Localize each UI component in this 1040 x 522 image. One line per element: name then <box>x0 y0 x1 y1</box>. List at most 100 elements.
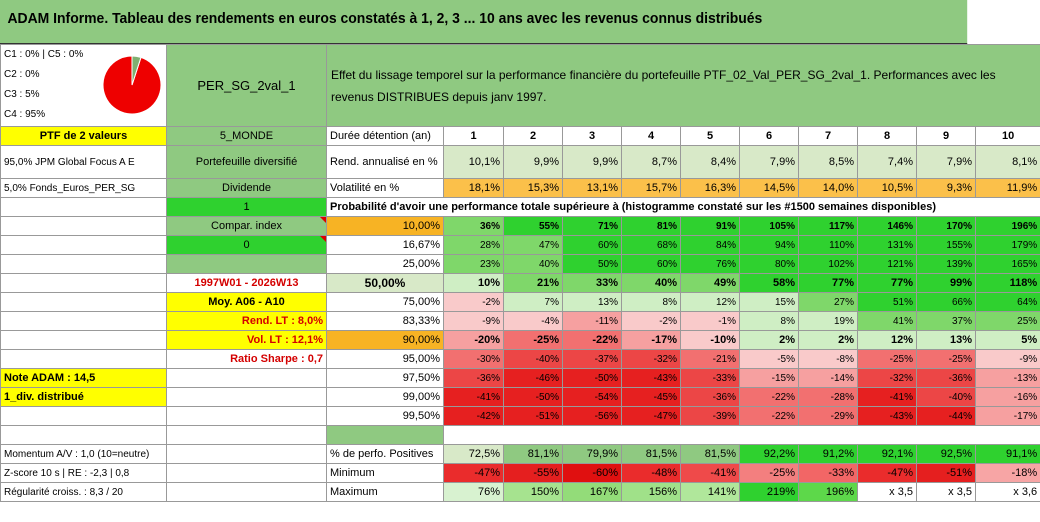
note: Note ADAM : 14,5 <box>0 368 167 388</box>
prob-cell: -29% <box>798 406 858 426</box>
prob-cell: 51% <box>857 292 917 312</box>
prob-cell: -30% <box>443 349 504 369</box>
compar-label: Compar. index <box>166 216 327 236</box>
regularite: Régularité croiss. : 8,3 / 20 <box>0 482 167 502</box>
minimum-cell: -60% <box>562 463 622 483</box>
prob-cell: 12% <box>857 330 917 350</box>
vol-cell: 14,0% <box>798 178 858 198</box>
prob-cell: 13% <box>562 292 622 312</box>
prob-cell: -54% <box>562 387 622 407</box>
positive-cell: 81,1% <box>503 444 563 464</box>
maximum-header: Maximum <box>326 482 444 502</box>
prob-cell: -46% <box>503 368 563 388</box>
vol-cell: 9,3% <box>916 178 976 198</box>
prob-level: 95,00% <box>326 349 444 369</box>
prob-cell: -32% <box>857 368 917 388</box>
prob-cell: 27% <box>798 292 858 312</box>
prob-cell: 155% <box>916 235 976 255</box>
legend-item: C2 : 0% <box>4 69 40 80</box>
rend-cell: 8,7% <box>621 145 681 179</box>
legend-item: C1 : 0% | C5 : 0% <box>4 49 84 60</box>
prob-cell: -13% <box>974 368 1040 388</box>
prob-cell: 40% <box>503 254 563 274</box>
minimum-cell: -25% <box>739 463 799 483</box>
prob-cell: -11% <box>562 311 622 331</box>
prob-level: 99,50% <box>326 406 444 426</box>
prob-cell: -40% <box>503 349 563 369</box>
portfolio-name: PER_SG_2val_1 <box>166 44 327 127</box>
prob-cell: 50% <box>562 254 622 274</box>
prob-cell: -25% <box>503 330 563 350</box>
ptf-label: PTF de 2 valeurs <box>0 126 167 146</box>
dividend-value[interactable]: 1 <box>166 197 327 217</box>
minimum-cell: -51% <box>916 463 976 483</box>
prob-cell: -32% <box>621 349 681 369</box>
prob-cell: -47% <box>621 406 681 426</box>
prob-cell: 37% <box>916 311 976 331</box>
prob-cell: -22% <box>739 406 799 426</box>
prob-cell: -22% <box>562 330 622 350</box>
prob-cell: 66% <box>916 292 976 312</box>
legend-item: C3 : 5% <box>4 89 40 100</box>
prob-cell: 80% <box>739 254 799 274</box>
prob-level: 10,00% <box>326 216 444 236</box>
prob-cell: -1% <box>680 311 740 331</box>
year-header: 6 <box>739 126 799 146</box>
pie-slice-c4 <box>102 55 162 115</box>
minimum-cell: -41% <box>680 463 740 483</box>
prob-cell: -4% <box>503 311 563 331</box>
prob-cell: -14% <box>798 368 858 388</box>
minimum-header: Minimum <box>326 463 444 483</box>
description: Effet du lissage temporel sur la perform… <box>325 44 1040 127</box>
prob-cell: -36% <box>680 387 740 407</box>
prob-cell: 77% <box>857 273 917 293</box>
maximum-cell: x 3,5 <box>916 482 976 502</box>
report-title: ADAM Informe. Tableau des rendements en … <box>0 0 968 44</box>
positive-cell: 81,5% <box>621 444 681 464</box>
prob-cell: -33% <box>680 368 740 388</box>
prob-cell: -37% <box>562 349 622 369</box>
prob-cell: 25% <box>974 311 1040 331</box>
year-header: 9 <box>916 126 976 146</box>
prob-cell: 165% <box>974 254 1040 274</box>
rend-cell: 7,9% <box>739 145 799 179</box>
prob-cell: -9% <box>443 311 504 331</box>
prob-level: 99,00% <box>326 387 444 407</box>
prob-cell: -36% <box>443 368 504 388</box>
maximum-cell: 76% <box>443 482 504 502</box>
legend-item: C4 : 95% <box>4 109 46 120</box>
vol-header: Volatilité en % <box>326 178 444 198</box>
minimum-cell: -47% <box>857 463 917 483</box>
prob-cell: -17% <box>974 406 1040 426</box>
prob-cell: -2% <box>443 292 504 312</box>
prob-cell: 99% <box>916 273 976 293</box>
prob-cell: 33% <box>562 273 622 293</box>
prob-cell: -44% <box>916 406 976 426</box>
prob-cell: -16% <box>974 387 1040 407</box>
compar-value: 0 <box>166 235 327 255</box>
prob-cell: 49% <box>680 273 740 293</box>
prob-cell: 60% <box>562 235 622 255</box>
prob-cell: -51% <box>503 406 563 426</box>
positive-cell: 79,9% <box>562 444 622 464</box>
vol-lt: Vol. LT : 12,1% <box>166 330 327 350</box>
vol-cell: 14,5% <box>739 178 799 198</box>
year-header: 4 <box>621 126 681 146</box>
prob-cell: -9% <box>974 349 1040 369</box>
prob-cell: 58% <box>739 273 799 293</box>
rend-cell: 7,4% <box>857 145 917 179</box>
prob-cell: 8% <box>739 311 799 331</box>
prob-level: 97,50% <box>326 368 444 388</box>
proba-header: Probabilité d'avoir une performance tota… <box>325 197 1040 217</box>
prob-cell: 170% <box>916 216 976 236</box>
prob-cell: -17% <box>621 330 681 350</box>
prob-cell: -36% <box>916 368 976 388</box>
prob-cell: 8% <box>621 292 681 312</box>
prob-level: 90,00% <box>326 330 444 350</box>
prob-cell: 81% <box>621 216 681 236</box>
prob-cell: 196% <box>974 216 1040 236</box>
prob-cell: 71% <box>562 216 622 236</box>
rend-cell: 8,4% <box>680 145 740 179</box>
prob-cell: 23% <box>443 254 504 274</box>
minimum-cell: -33% <box>798 463 858 483</box>
